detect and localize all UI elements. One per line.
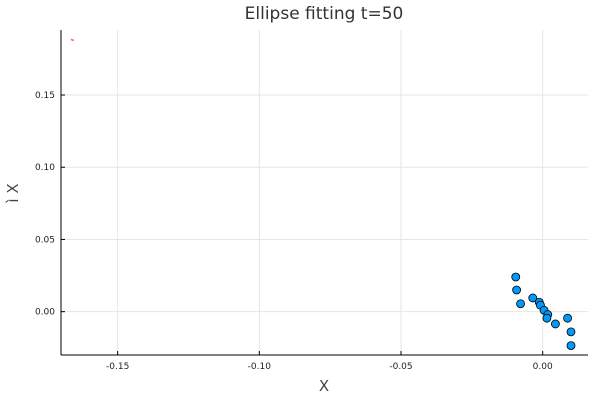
plot-axes <box>60 30 588 356</box>
scatter-point-2 <box>516 299 525 309</box>
scatter-point-1 <box>512 285 521 295</box>
y-axis-label: ì X <box>4 183 22 203</box>
tick-labels: -0.15 -0.10 -0.05 0.00 0.00 0.05 0.10 0.15 <box>35 91 553 372</box>
chart-title: Ellipse fitting t=50 <box>245 4 404 24</box>
x-tick-label-1: -0.10 <box>248 362 272 372</box>
scatter-point-12 <box>566 341 576 351</box>
x-axis-label: X <box>319 377 329 395</box>
fit-curve-line-1 <box>70 38 75 42</box>
scatter-point-8 <box>542 313 552 323</box>
grid-lines <box>61 30 588 355</box>
scatter-point-9 <box>551 319 560 329</box>
x-tick-label-0: -0.15 <box>106 362 129 372</box>
scatter-point-3 <box>528 293 538 303</box>
x-tick-label-2: -0.05 <box>389 362 412 372</box>
scatter-point-0 <box>511 272 521 282</box>
y-tick-label-0: 0.00 <box>35 308 55 318</box>
scatter-point-10 <box>563 313 572 323</box>
y-tick-label-2: 0.10 <box>35 163 55 173</box>
x-tick-label-3: 0.00 <box>533 362 553 372</box>
y-tick-label-3: 0.15 <box>35 91 55 101</box>
y-tick-label-1: 0.05 <box>35 235 55 245</box>
scatter-point-11 <box>566 327 576 337</box>
data-series <box>70 38 576 351</box>
